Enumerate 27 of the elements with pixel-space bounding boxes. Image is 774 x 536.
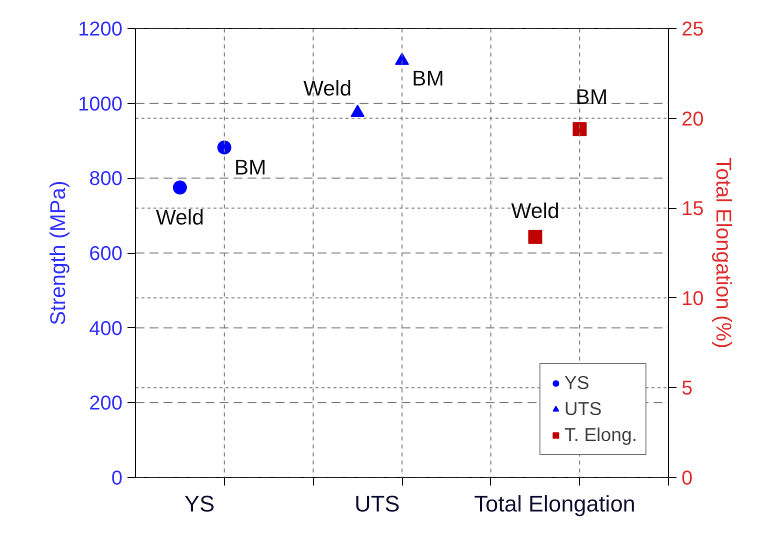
y-tick-label: 800	[89, 168, 123, 190]
y2-tick-label: 25	[682, 18, 704, 40]
y2-tick-label: 20	[682, 108, 704, 130]
y2-tick-label: 0	[682, 468, 693, 490]
y-tick-label: 400	[89, 318, 123, 340]
x-tick-label: YS	[184, 490, 215, 516]
x-tick-label: Total Elongation	[474, 490, 636, 516]
y2-axis-title: Total Elongation (%)	[712, 158, 736, 348]
y2-tick-label: 15	[682, 198, 704, 220]
y2-tick-label: 5	[682, 378, 693, 400]
y-axis-title: Strength (MPa)	[46, 180, 70, 326]
y-tick-label: 0	[111, 468, 122, 490]
annotation: Weld	[156, 206, 204, 230]
annotation: Weld	[511, 198, 560, 223]
annotation: BM	[412, 66, 444, 91]
annotation: BM	[576, 85, 608, 110]
legend-label: T. Elong.	[564, 424, 637, 446]
legend-label: UTS	[564, 398, 602, 420]
annotation: Weld	[303, 76, 352, 101]
y-tick-label: 1200	[78, 18, 123, 40]
y-tick-label: 1000	[78, 93, 123, 116]
y-tick-label: 600	[89, 243, 123, 265]
x-tick-label: UTS	[354, 490, 400, 516]
y-tick-label: 200	[89, 392, 123, 415]
annotation: BM	[234, 155, 266, 180]
y2-tick-label: 10	[682, 288, 704, 310]
legend-label: YS	[564, 372, 590, 394]
